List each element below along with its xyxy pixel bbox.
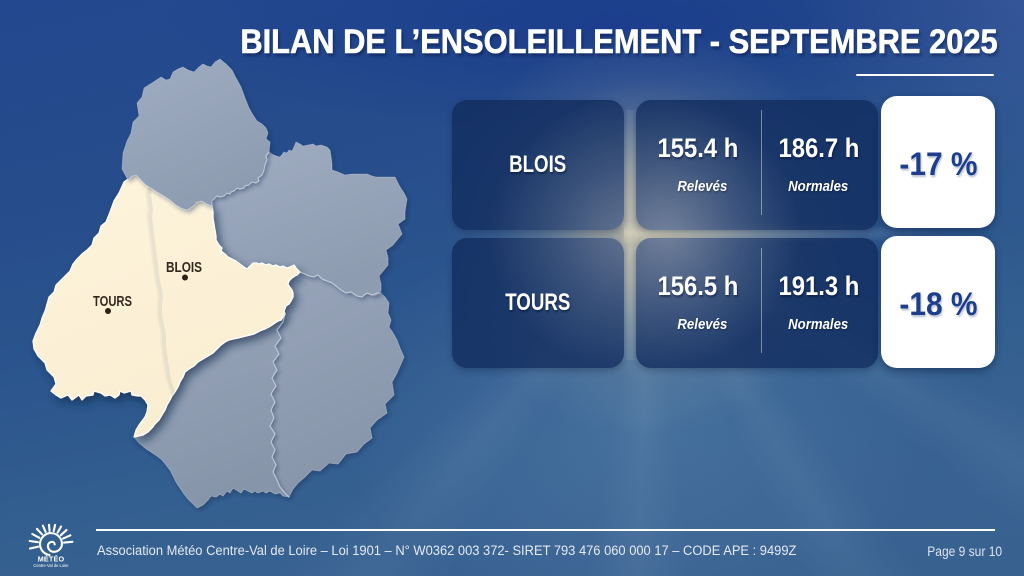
svg-text:TOURS: TOURS — [93, 294, 132, 310]
svg-text:Centre-Val de Loire: Centre-Val de Loire — [33, 563, 69, 568]
svg-text:BLOIS: BLOIS — [166, 260, 202, 276]
svg-text:MÉTÉO: MÉTÉO — [38, 555, 65, 564]
